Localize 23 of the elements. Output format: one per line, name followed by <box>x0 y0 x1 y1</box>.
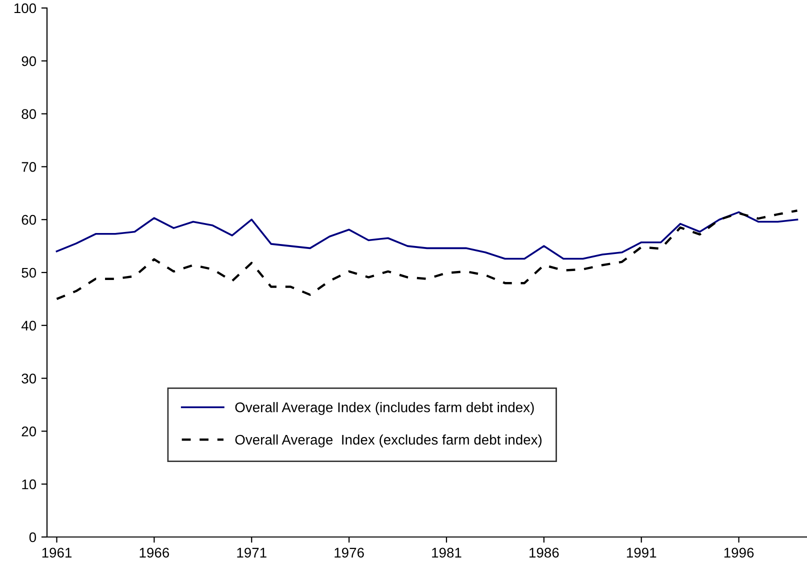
x-tick-label: 1981 <box>432 548 462 558</box>
x-tick-label: 1991 <box>626 548 656 558</box>
y-tick-label: 80 <box>22 109 36 119</box>
x-tick-label: 1976 <box>334 548 364 558</box>
y-tick-label: 30 <box>22 374 36 384</box>
x-tick-label: 1961 <box>42 548 72 558</box>
y-tick-label: 60 <box>22 214 36 225</box>
line-series <box>56 209 798 300</box>
x-tick-label: 1971 <box>237 548 266 558</box>
y-tick-label: 20 <box>22 426 36 436</box>
y-tick-label: 70 <box>22 162 36 172</box>
legend-label: Overall Average Index (includes farm debt index) <box>235 402 534 416</box>
x-tick-label: 1986 <box>530 548 559 558</box>
legend-label: Overall Average Index (excludes farm debt index) <box>235 434 542 448</box>
y-tick-label: 50 <box>22 268 36 278</box>
y-tick-label: 0 <box>29 532 36 542</box>
y-tick-label: 90 <box>22 56 36 66</box>
x-tick-label: 1966 <box>140 548 170 558</box>
y-tick-label: 100 <box>14 3 36 14</box>
y-tick-label: 40 <box>21 320 36 331</box>
line-series <box>56 211 798 260</box>
x-tick-label: 1996 <box>724 548 754 558</box>
y-tick-label: 10 <box>22 479 36 490</box>
